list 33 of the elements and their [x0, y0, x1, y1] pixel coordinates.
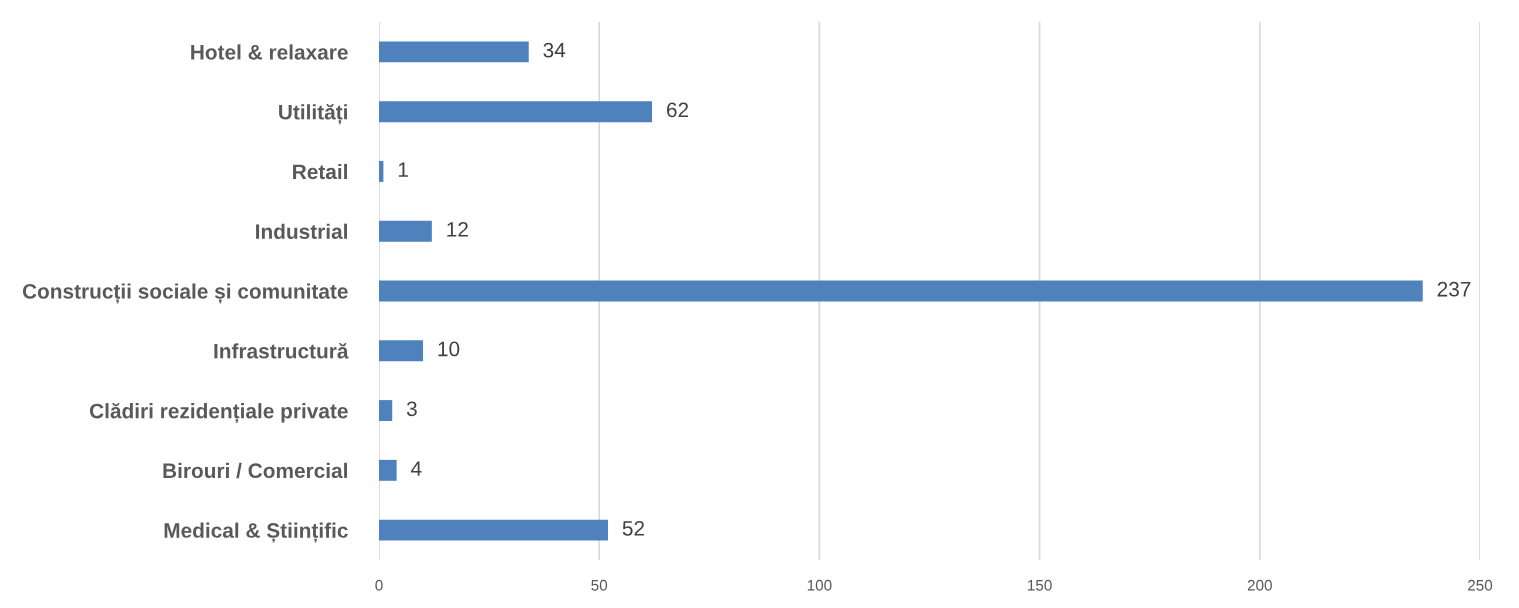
x-tick-label: 100	[807, 579, 832, 591]
data-label: 12	[447, 222, 468, 237]
bar	[379, 340, 424, 362]
data-label: 62	[666, 102, 689, 118]
x-tick-label: 250	[1468, 579, 1493, 591]
y-tick-label: Retail	[293, 163, 347, 180]
x-tick-label: 0	[375, 579, 383, 591]
y-tick-label: Hotel & relaxare	[191, 44, 348, 60]
y-tick-label: Birouri / Comercial	[163, 462, 347, 479]
bar	[379, 160, 384, 182]
data-label: 4	[410, 461, 422, 476]
data-label: 10	[438, 341, 460, 357]
data-label: 237	[1437, 281, 1471, 297]
x-tick-label: 150	[1028, 579, 1052, 591]
y-tick-label: Industrial	[256, 223, 347, 239]
data-label: 3	[406, 401, 417, 417]
x-tick-label: 50	[591, 579, 608, 591]
y-tick-label: Medical & Științific	[164, 522, 348, 543]
y-tick-label: Clădiri rezidențiale private	[89, 402, 348, 424]
data-label: 1	[398, 162, 408, 177]
y-tick-label: Construcții sociale și comunitate	[22, 283, 348, 304]
bar	[379, 41, 529, 63]
data-label: 52	[622, 520, 645, 536]
bar	[379, 101, 653, 123]
x-tick-label: 200	[1247, 579, 1272, 591]
bar	[379, 400, 393, 422]
y-tick-label: Utilități	[279, 104, 347, 125]
y-tick-label: Infrastructură	[214, 343, 349, 359]
bar	[379, 519, 609, 541]
data-label: 34	[543, 42, 566, 58]
bar	[379, 220, 432, 242]
bar	[379, 280, 1423, 302]
bar	[379, 459, 397, 481]
